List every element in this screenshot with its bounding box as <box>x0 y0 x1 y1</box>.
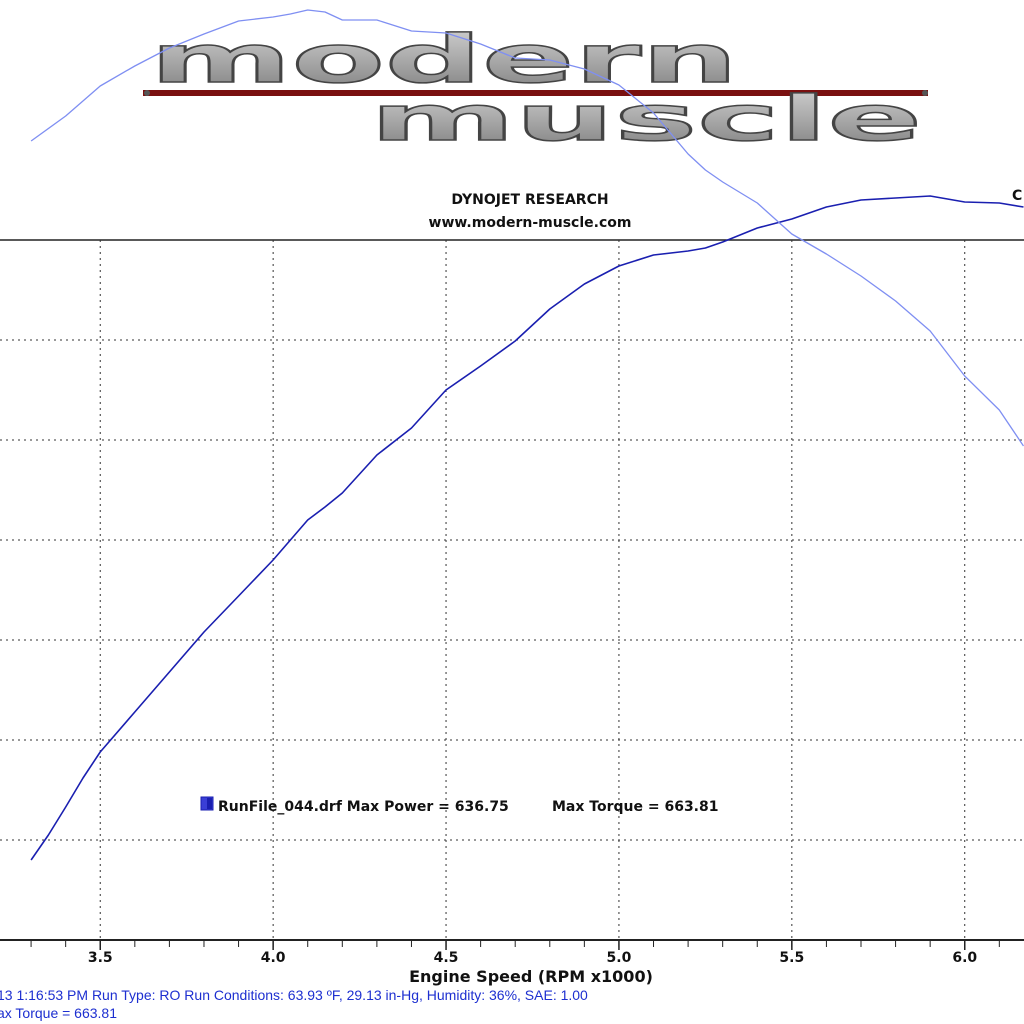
grid <box>0 239 1024 940</box>
x-axis-label: Engine Speed (RPM x1000) <box>409 967 653 986</box>
x-tick-label: 5.5 <box>779 950 804 966</box>
logo-word-muscle: muscle <box>370 82 922 155</box>
x-tick-label: 6.0 <box>952 950 977 966</box>
chart-title: DYNOJET RESEARCH <box>451 192 609 208</box>
modern-muscle-logo: modern muscle <box>143 20 928 156</box>
chart-subtitle: www.modern-muscle.com <box>428 215 632 231</box>
legend-torque-text: Max Torque = 663.81 <box>552 799 718 815</box>
logo-rule <box>143 90 928 96</box>
x-tick-label: 3.5 <box>88 950 113 966</box>
legend: RunFile_044.drf Max Power = 636.75 Max T… <box>200 796 718 815</box>
power-series-line <box>30 195 1024 861</box>
series-lines <box>30 9 1024 861</box>
corner-label: C <box>1012 188 1023 204</box>
x-tick-label: 4.0 <box>261 950 286 966</box>
x-tick-label: 4.5 <box>434 950 459 966</box>
x-axis: 3.5 4.0 4.5 5.0 5.5 6.0 <box>0 939 1024 966</box>
legend-power-text: RunFile_044.drf Max Power = 636.75 <box>218 799 509 815</box>
torque-series-line <box>30 9 1024 447</box>
x-tick-label: 5.0 <box>607 950 632 966</box>
run-info-line: 13 1:16:53 PM Run Type: RO Run Condition… <box>0 987 588 1003</box>
run-info-torque-line: ax Torque = 663.81 <box>0 1005 118 1021</box>
